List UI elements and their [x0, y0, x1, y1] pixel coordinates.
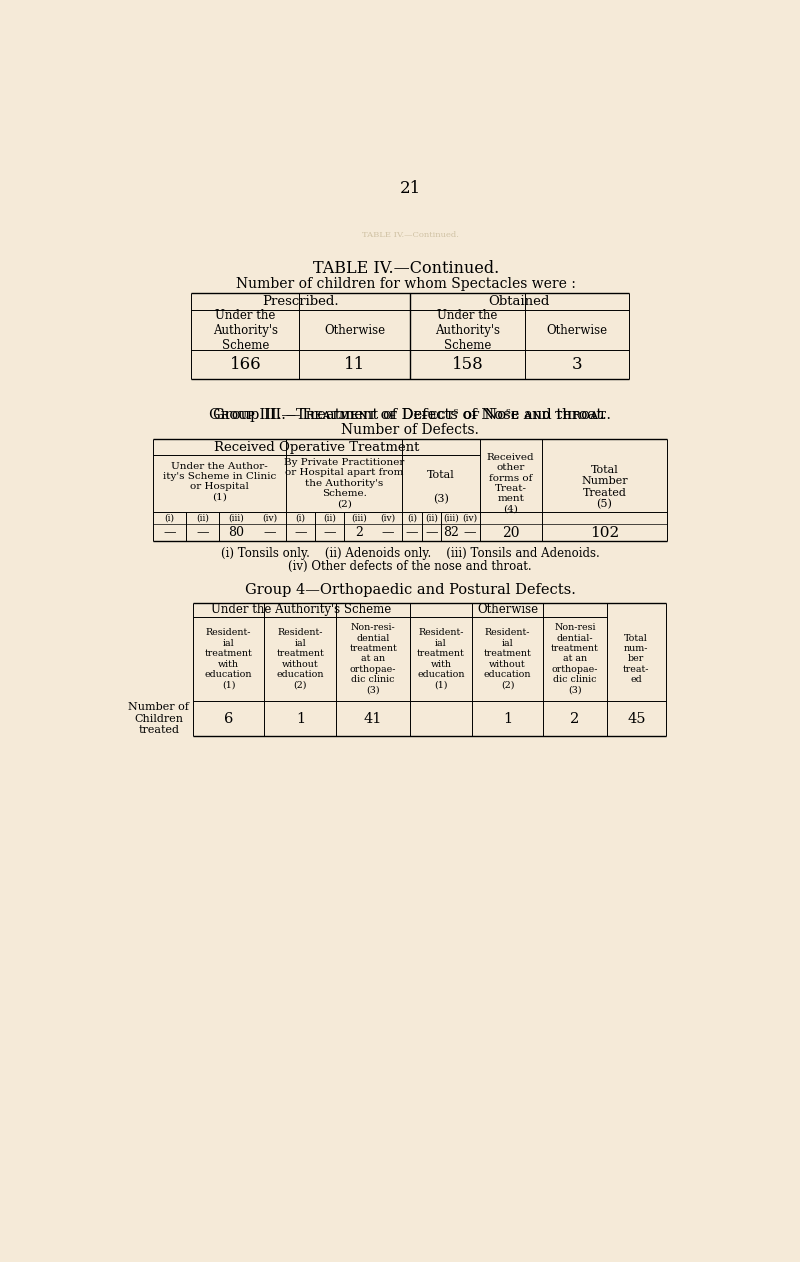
Text: (iv): (iv): [462, 514, 478, 522]
Text: Resident-
ial
treatment
with
education
(1): Resident- ial treatment with education (…: [417, 628, 465, 689]
Text: By Private Practitioner
or Hospital apart from
the Authority's
Scheme.
(2): By Private Practitioner or Hospital apar…: [284, 458, 404, 509]
Text: TABLE IV.—Continued.: TABLE IV.—Continued.: [362, 231, 458, 239]
Text: Total
Number
Treated
(5): Total Number Treated (5): [582, 464, 628, 510]
Text: Prescribed.: Prescribed.: [262, 295, 339, 308]
Text: Group III.—Treatment of Defects of Nose and throat.: Group III.—Treatment of Defects of Nose …: [213, 408, 607, 422]
Text: 20: 20: [502, 525, 519, 540]
Text: (ii): (ii): [425, 514, 438, 522]
Text: —: —: [425, 526, 438, 539]
Text: Resident-
ial
treatment
with
education
(1): Resident- ial treatment with education (…: [205, 628, 253, 689]
Text: Received Operative Treatment: Received Operative Treatment: [214, 440, 419, 453]
Text: Otherwise: Otherwise: [546, 323, 607, 337]
Text: (ii): (ii): [323, 514, 336, 522]
Text: 45: 45: [627, 712, 646, 726]
Text: Gʀᴏᴜᴘ III.—Tʀᴇᴀᴛᴍᴇɴᴛ ᴏғ Dᴇғᴇᴄᴛˢ ᴏғ Nᴏˢᴇ ᴀɴᴅ ᴛʜʀᴏᴀᴛ.: Gʀᴏᴜᴘ III.—Tʀᴇᴀᴛᴍᴇɴᴛ ᴏғ Dᴇғᴇᴄᴛˢ ᴏғ Nᴏˢᴇ …: [209, 408, 611, 422]
Text: Number of children for whom Spectacles were :: Number of children for whom Spectacles w…: [236, 276, 576, 290]
Text: (iv) Other defects of the nose and throat.: (iv) Other defects of the nose and throa…: [288, 560, 532, 573]
Text: Under the Authority's Scheme: Under the Authority's Scheme: [211, 603, 392, 616]
Text: 166: 166: [230, 356, 261, 374]
Text: 102: 102: [590, 525, 619, 540]
Text: —: —: [197, 526, 209, 539]
Text: Under the
Authority's
Scheme: Under the Authority's Scheme: [213, 309, 278, 352]
Text: Number of
Children
treated: Number of Children treated: [128, 702, 189, 736]
Text: 2: 2: [570, 712, 580, 726]
Text: Resident-
ial
treatment
without
education
(2): Resident- ial treatment without educatio…: [277, 628, 324, 689]
Text: (i): (i): [407, 514, 417, 522]
Text: Otherwise: Otherwise: [478, 603, 539, 616]
Text: Total

(3): Total (3): [427, 471, 455, 504]
Text: 6: 6: [224, 712, 234, 726]
Text: Non-resi-
dential
treatment
at an
orthopae-
dic clinic
(3): Non-resi- dential treatment at an orthop…: [350, 623, 397, 694]
Text: 1: 1: [503, 712, 512, 726]
Text: (iv): (iv): [380, 514, 395, 522]
Text: (iii): (iii): [443, 514, 458, 522]
Text: 80: 80: [228, 526, 244, 539]
Text: —: —: [406, 526, 418, 539]
Text: (iv): (iv): [262, 514, 277, 522]
Text: Obtained: Obtained: [489, 295, 550, 308]
Text: —: —: [382, 526, 394, 539]
Text: 2: 2: [354, 526, 362, 539]
Text: (i): (i): [164, 514, 174, 522]
Text: Received
other
forms of
Treat-
ment
(4): Received other forms of Treat- ment (4): [487, 453, 534, 514]
Text: (iii): (iii): [350, 514, 366, 522]
Text: 3: 3: [571, 356, 582, 374]
Text: (ii): (ii): [196, 514, 209, 522]
Text: Under the Author-
ity's Scheme in Clinic
or Hospital
(1): Under the Author- ity's Scheme in Clinic…: [162, 462, 276, 502]
Text: (iii): (iii): [228, 514, 244, 522]
Text: Total
num-
ber
treat-
ed: Total num- ber treat- ed: [623, 634, 650, 684]
Text: —: —: [263, 526, 275, 539]
Text: 21: 21: [399, 180, 421, 197]
Text: 41: 41: [364, 712, 382, 726]
Text: —: —: [163, 526, 176, 539]
Text: —: —: [294, 526, 306, 539]
Text: Group 4—Orthopaedic and Postural Defects.: Group 4—Orthopaedic and Postural Defects…: [245, 583, 575, 597]
Text: Non-resi
dential-
treatment
at an
orthopae-
dic clinic
(3): Non-resi dential- treatment at an orthop…: [551, 623, 599, 694]
Text: 158: 158: [451, 356, 483, 374]
Text: 82: 82: [442, 526, 458, 539]
Text: (i): (i): [295, 514, 306, 522]
Text: Under the
Authority's
Scheme: Under the Authority's Scheme: [435, 309, 500, 352]
Text: 11: 11: [344, 356, 366, 374]
Text: Resident-
ial
treatment
without
education
(2): Resident- ial treatment without educatio…: [484, 628, 531, 689]
Text: (i) Tonsils only.    (ii) Adenoids only.    (iii) Tonsils and Adenoids.: (i) Tonsils only. (ii) Adenoids only. (i…: [221, 546, 599, 560]
Text: —: —: [464, 526, 476, 539]
Text: TABLE IV.—Continued.: TABLE IV.—Continued.: [313, 260, 499, 276]
Text: Otherwise: Otherwise: [324, 323, 385, 337]
Text: 1: 1: [296, 712, 305, 726]
Text: Number of Defects.: Number of Defects.: [341, 423, 479, 437]
Text: —: —: [323, 526, 336, 539]
